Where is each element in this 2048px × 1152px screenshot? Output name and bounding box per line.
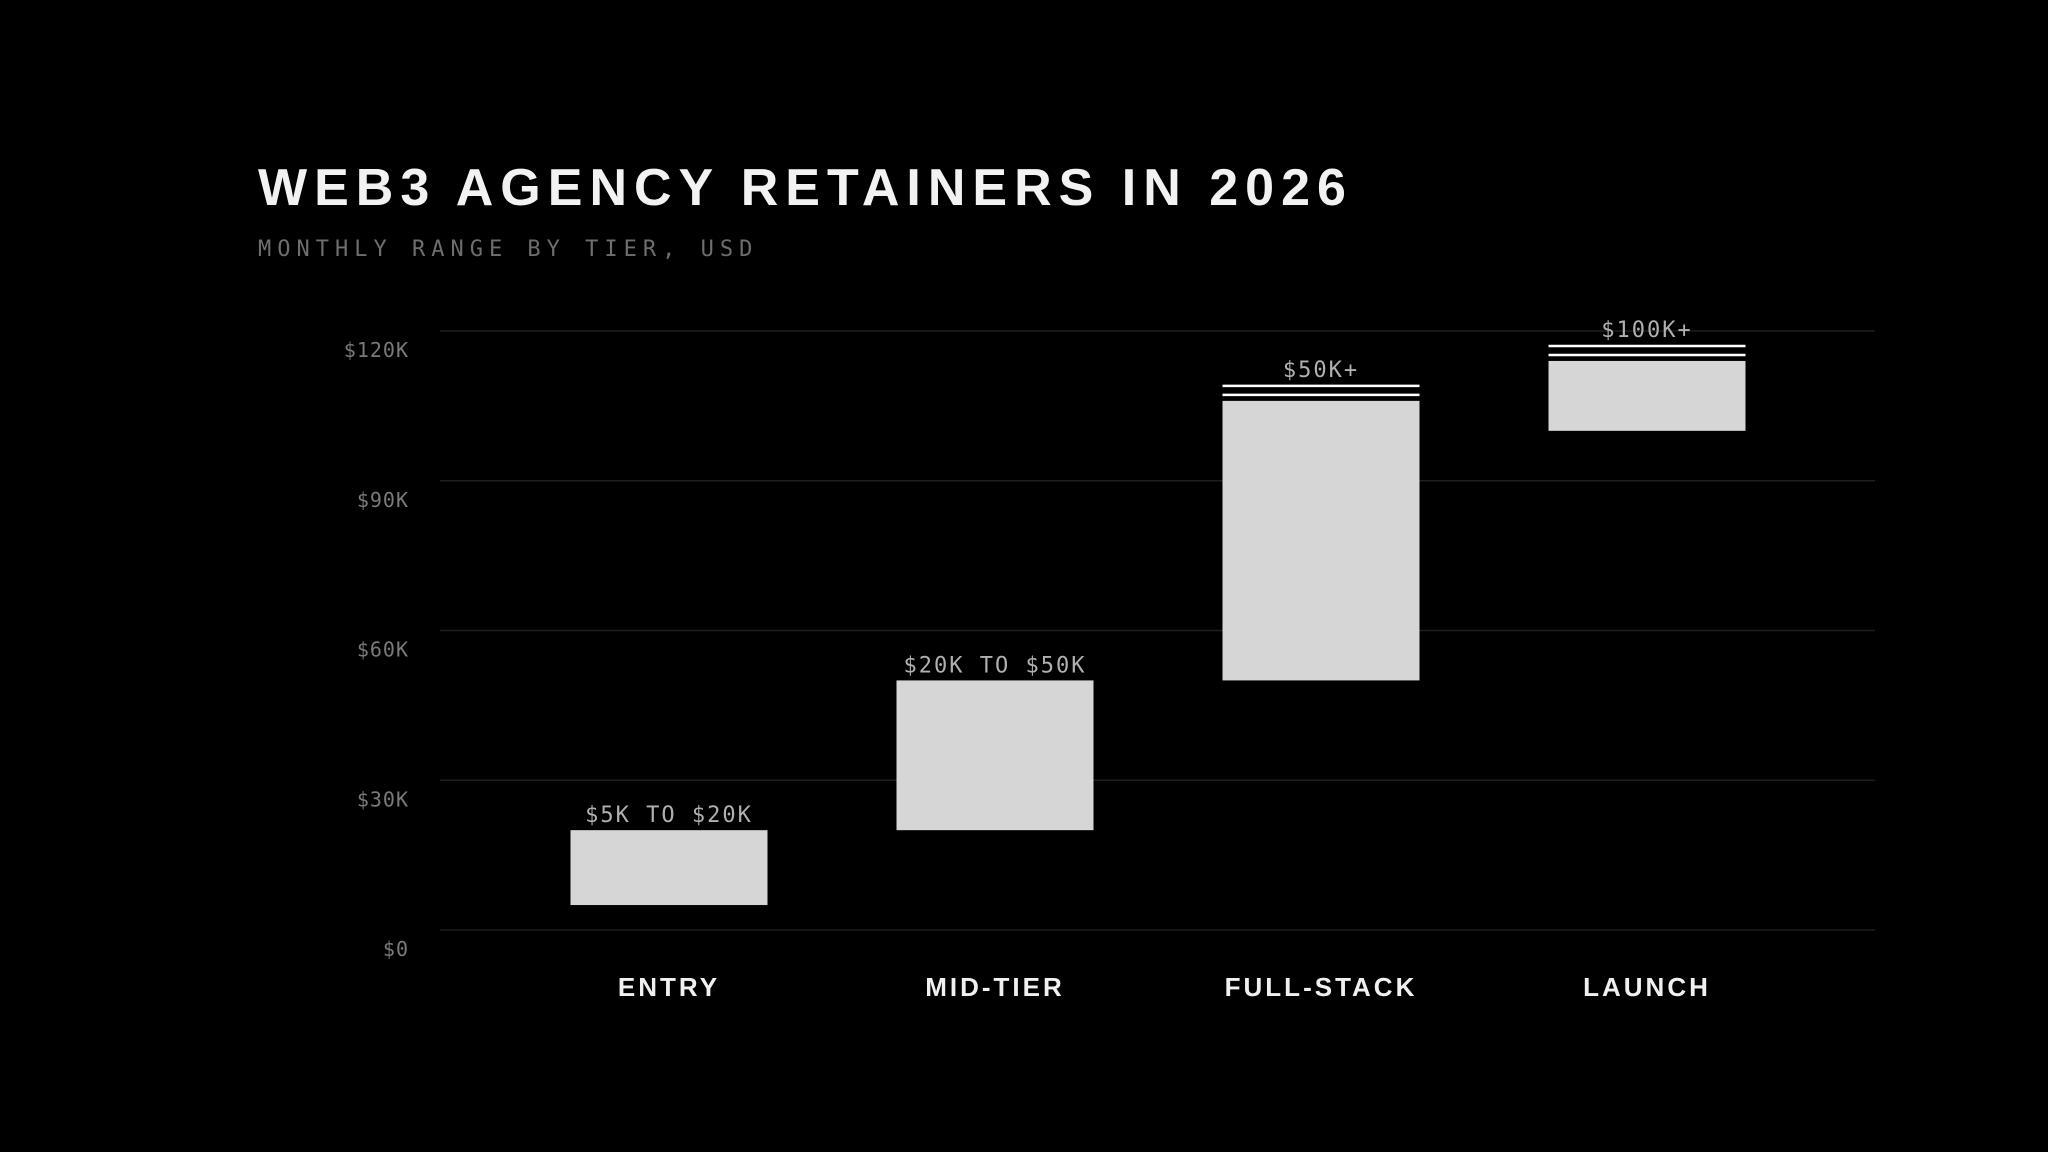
category-labels: ENTRY MID-TIER FULL-STACK LAUNCH: [618, 972, 1711, 1002]
y-tick-label: $120K: [344, 338, 409, 362]
range-bar: [570, 830, 768, 906]
range-bar: [1548, 360, 1746, 431]
range-label: $5K TO $20K: [585, 803, 753, 828]
y-tick-label: $30K: [357, 787, 409, 811]
category-label: MID-TIER: [925, 972, 1065, 1002]
range-label: $50K+: [1283, 358, 1359, 383]
y-tick-label: $0: [383, 937, 409, 961]
range-labels: $5K TO $20K $20K TO $50K $50K+ $100K+: [585, 318, 1692, 828]
grid-layer: [440, 330, 1875, 931]
bar-layer: [570, 344, 1746, 906]
category-label: ENTRY: [618, 972, 720, 1002]
range-label: $100K+: [1601, 318, 1692, 343]
category-label: FULL-STACK: [1225, 972, 1418, 1002]
y-tick-label: $90K: [357, 488, 409, 512]
chart-subtitle: MONTHLY RANGE BY TIER, USD: [258, 237, 758, 262]
range-bar: [1222, 400, 1420, 681]
range-label: $20K TO $50K: [904, 653, 1087, 678]
category-label: LAUNCH: [1583, 972, 1711, 1002]
y-axis-ticks: $0 $30K $60K $90K $120K: [344, 338, 409, 961]
y-tick-label: $60K: [357, 638, 409, 662]
range-bar: [896, 680, 1094, 831]
chart-title: WEB3 AGENCY RETAINERS IN 2026: [258, 159, 1353, 217]
